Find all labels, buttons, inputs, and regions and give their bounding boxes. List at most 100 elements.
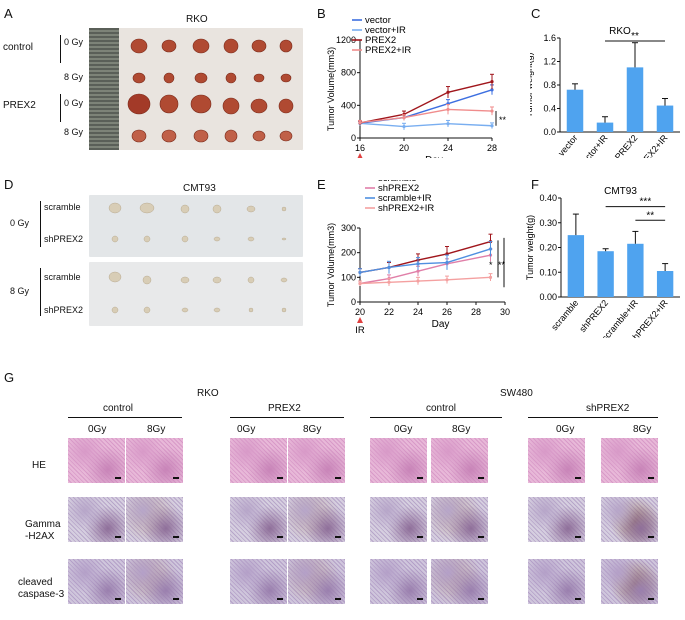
y-tick-label: 100: [341, 272, 356, 282]
histology-image: [431, 438, 488, 483]
data-point: [490, 88, 494, 92]
scale-bar: [575, 477, 581, 479]
scale-bar: [417, 477, 423, 479]
y-tick-label: 0.00: [539, 292, 557, 302]
row-gamma: Gamma: [25, 519, 61, 530]
row-label-shprex2: shPREX2: [44, 305, 84, 315]
bracket-8gy: [40, 268, 41, 316]
y-tick-label: 1.6: [543, 33, 556, 43]
data-point: [358, 120, 362, 125]
scale-bar: [648, 477, 654, 479]
y-tick-label: 0.0: [543, 127, 556, 137]
dose-label: 0 Gy: [64, 37, 84, 47]
significance-label: **: [631, 31, 639, 42]
row-he: HE: [32, 460, 46, 471]
x-tick-label: scramble: [549, 298, 580, 332]
panel-label-f: F: [531, 177, 539, 192]
legend-label: PREX2+IR: [365, 45, 411, 56]
bar: [626, 67, 644, 132]
x-tick-label: 16: [355, 143, 365, 153]
ruler: [89, 28, 119, 150]
scale-bar: [417, 598, 423, 600]
dose-col: 0Gy: [556, 424, 575, 435]
row-caspase: caspase-3: [18, 589, 65, 600]
x-tick-label: 30: [500, 307, 510, 317]
data-point: [387, 280, 391, 284]
histology-image: [288, 438, 345, 483]
significance-label: ***: [640, 197, 652, 208]
data-point: [445, 278, 449, 282]
scale-bar: [478, 536, 484, 538]
legend-label: scramble+IR: [378, 193, 432, 204]
bar: [597, 251, 614, 297]
y-axis-label: Tumor weight(g): [530, 52, 534, 117]
x-tick-label: 24: [443, 143, 453, 153]
scale-bar: [335, 536, 341, 538]
cell-line-sw480: SW480: [500, 388, 533, 399]
x-tick-label: PREX2+IR: [634, 132, 670, 158]
x-tick-label: vector+IR: [577, 132, 610, 158]
y-tick-label: 1200: [336, 35, 356, 45]
histology-image: [230, 438, 287, 483]
cell-line-rko: RKO: [197, 388, 219, 399]
significance-label: *: [489, 260, 493, 270]
data-point: [445, 260, 449, 265]
y-tick-label: 0.8: [543, 80, 556, 90]
chart-e: 0 100 200 300 20 22 24 26 28 30 Day Tumor Volume(mm…: [326, 180, 510, 335]
group-line: [230, 417, 344, 418]
y-tick-label: 0.4: [543, 104, 556, 114]
histology-image: [230, 497, 287, 542]
panel-d-photo-0gy: [89, 195, 303, 257]
data-point: [416, 269, 420, 273]
row-cleaved: cleaved: [18, 577, 53, 588]
x-tick-label: 20: [399, 143, 409, 153]
legend-label: vector+IR: [365, 25, 406, 36]
histology-image: [601, 438, 658, 483]
dose-label: 8 Gy: [10, 286, 30, 296]
scale-bar: [478, 477, 484, 479]
scale-bar: [277, 536, 283, 538]
data-point: [416, 279, 420, 283]
data-point: [488, 275, 493, 279]
histology-image: [431, 497, 488, 542]
y-tick-label: 400: [341, 100, 356, 110]
scale-bar: [417, 536, 423, 538]
row-label-shprex2: shPREX2: [44, 234, 84, 244]
y-tick-label: 0.20: [539, 243, 557, 253]
row-h2ax: -H2AX: [25, 531, 55, 542]
histology-image: [601, 497, 658, 542]
scale-bar: [648, 536, 654, 538]
series-line: [359, 108, 493, 124]
bar: [656, 105, 674, 132]
histology-image: [68, 559, 125, 604]
histology-image: [528, 438, 585, 483]
tumor-blobs-d: [108, 202, 288, 314]
chart-f: 0.00 0.10 0.20 0.30 0.40 Tumor weight(g) CMT93…: [525, 186, 680, 338]
histology-image: [528, 497, 585, 542]
y-tick-label: 300: [341, 223, 356, 233]
legend-label: vector: [365, 15, 391, 26]
chart-c: 0.0 0.4 0.8 1.2 1.6 Tumor weight(g) RKO vectorv…: [530, 26, 680, 158]
x-tick-label: 24: [413, 307, 423, 317]
data-point: [446, 107, 450, 112]
x-tick-label: 20: [355, 307, 365, 317]
data-point: [446, 122, 450, 126]
scale-bar: [173, 598, 179, 600]
group-line: [68, 417, 182, 418]
panel-label-b: B: [317, 6, 326, 21]
y-axis-label: Tumor Volume(mm3): [326, 223, 336, 307]
scale-bar: [115, 536, 121, 538]
scale-bar: [173, 536, 179, 538]
dose-col: 8Gy: [452, 424, 471, 435]
significance-label: **: [646, 210, 654, 221]
y-tick-label: 0.10: [539, 267, 557, 277]
scale-bar: [115, 477, 121, 479]
scale-bar: [575, 536, 581, 538]
y-tick-label: 0: [351, 133, 356, 143]
dose-col: 0Gy: [88, 424, 107, 435]
histology-image: [126, 438, 183, 483]
panel-d-photo-8gy: [89, 262, 303, 326]
bracket-control: [60, 35, 61, 63]
group-line: [370, 417, 502, 418]
ir-arrow-icon: [357, 153, 363, 158]
